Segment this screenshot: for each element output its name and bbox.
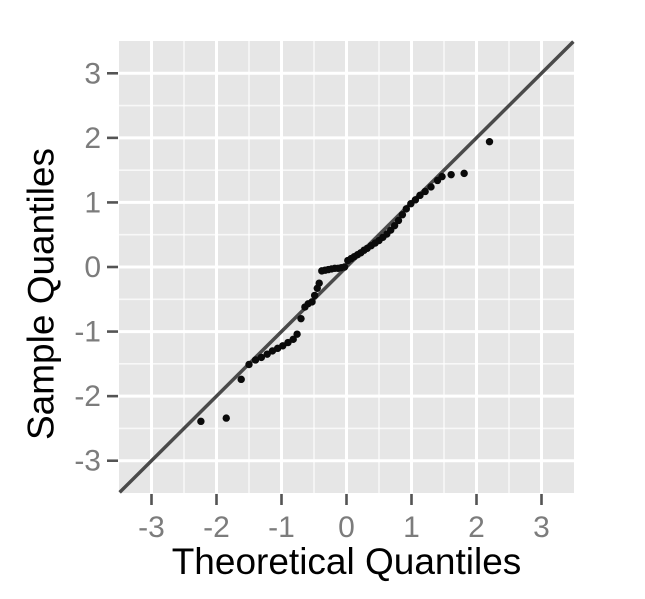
- data-point: [245, 360, 253, 369]
- data-point: [394, 216, 403, 225]
- y-axis-title: Sample Quantiles: [20, 147, 62, 441]
- data-point: [310, 291, 319, 300]
- data-point: [460, 169, 468, 178]
- y-tick-label: 2: [84, 122, 101, 155]
- x-tick-label: 0: [338, 511, 355, 544]
- data-point: [315, 279, 323, 287]
- x-axis-title: Theoretical Quantiles: [171, 541, 522, 582]
- data-point: [237, 375, 245, 384]
- data-point: [398, 210, 407, 219]
- data-point: [485, 138, 494, 146]
- data-point: [447, 170, 455, 179]
- data-point: [222, 414, 230, 422]
- data-point: [427, 183, 435, 191]
- x-tick-label: -2: [203, 511, 230, 544]
- data-point: [340, 263, 349, 271]
- data-point: [416, 191, 424, 200]
- data-point: [421, 187, 429, 196]
- y-tick-label: -1: [74, 316, 101, 349]
- y-tick-label: 3: [84, 57, 101, 90]
- y-tick-label: -3: [74, 445, 101, 478]
- data-point: [297, 314, 305, 323]
- x-tick-label: -3: [138, 511, 165, 544]
- data-point: [197, 417, 205, 426]
- data-point: [257, 353, 266, 362]
- data-point: [251, 356, 260, 364]
- x-tick-label: 1: [403, 511, 420, 544]
- data-point: [411, 196, 420, 204]
- data-point: [390, 221, 399, 230]
- x-tick-label: -1: [268, 511, 295, 544]
- y-tick-label: -2: [74, 380, 101, 413]
- x-tick-label: 2: [468, 511, 485, 544]
- data-point: [402, 205, 410, 213]
- data-point: [289, 335, 297, 344]
- data-point: [438, 172, 446, 181]
- y-tick-label: 1: [84, 186, 101, 219]
- y-tick-label: 0: [84, 251, 101, 284]
- data-point: [308, 298, 316, 306]
- data-point: [293, 330, 301, 338]
- x-tick-label: 3: [533, 511, 550, 544]
